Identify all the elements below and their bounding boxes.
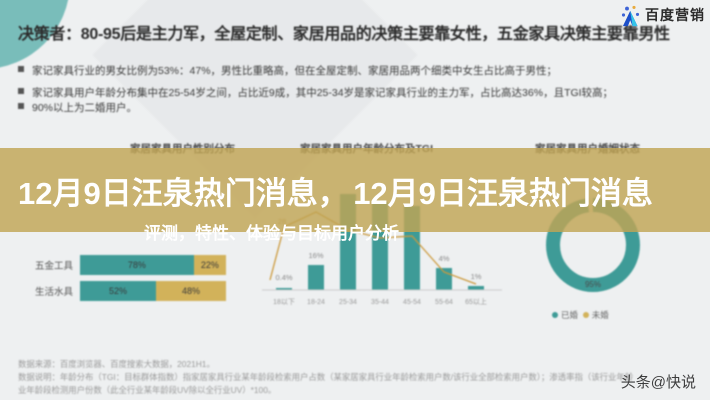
svg-text:4%: 4% — [439, 254, 450, 263]
svg-text:0.4%: 0.4% — [275, 273, 292, 282]
svg-text:25-34: 25-34 — [339, 299, 357, 306]
svg-text:35-44: 35-44 — [371, 299, 389, 306]
svg-text:1%: 1% — [471, 272, 482, 281]
svg-text:65以上: 65以上 — [465, 297, 487, 306]
svg-text:95%: 95% — [585, 280, 601, 289]
svg-text:18-24: 18-24 — [307, 299, 325, 306]
svg-text:16%: 16% — [308, 251, 323, 260]
svg-text:45-54: 45-54 — [403, 299, 421, 306]
svg-text:18以下: 18以下 — [273, 298, 295, 306]
svg-text:55-64: 55-64 — [435, 299, 453, 306]
